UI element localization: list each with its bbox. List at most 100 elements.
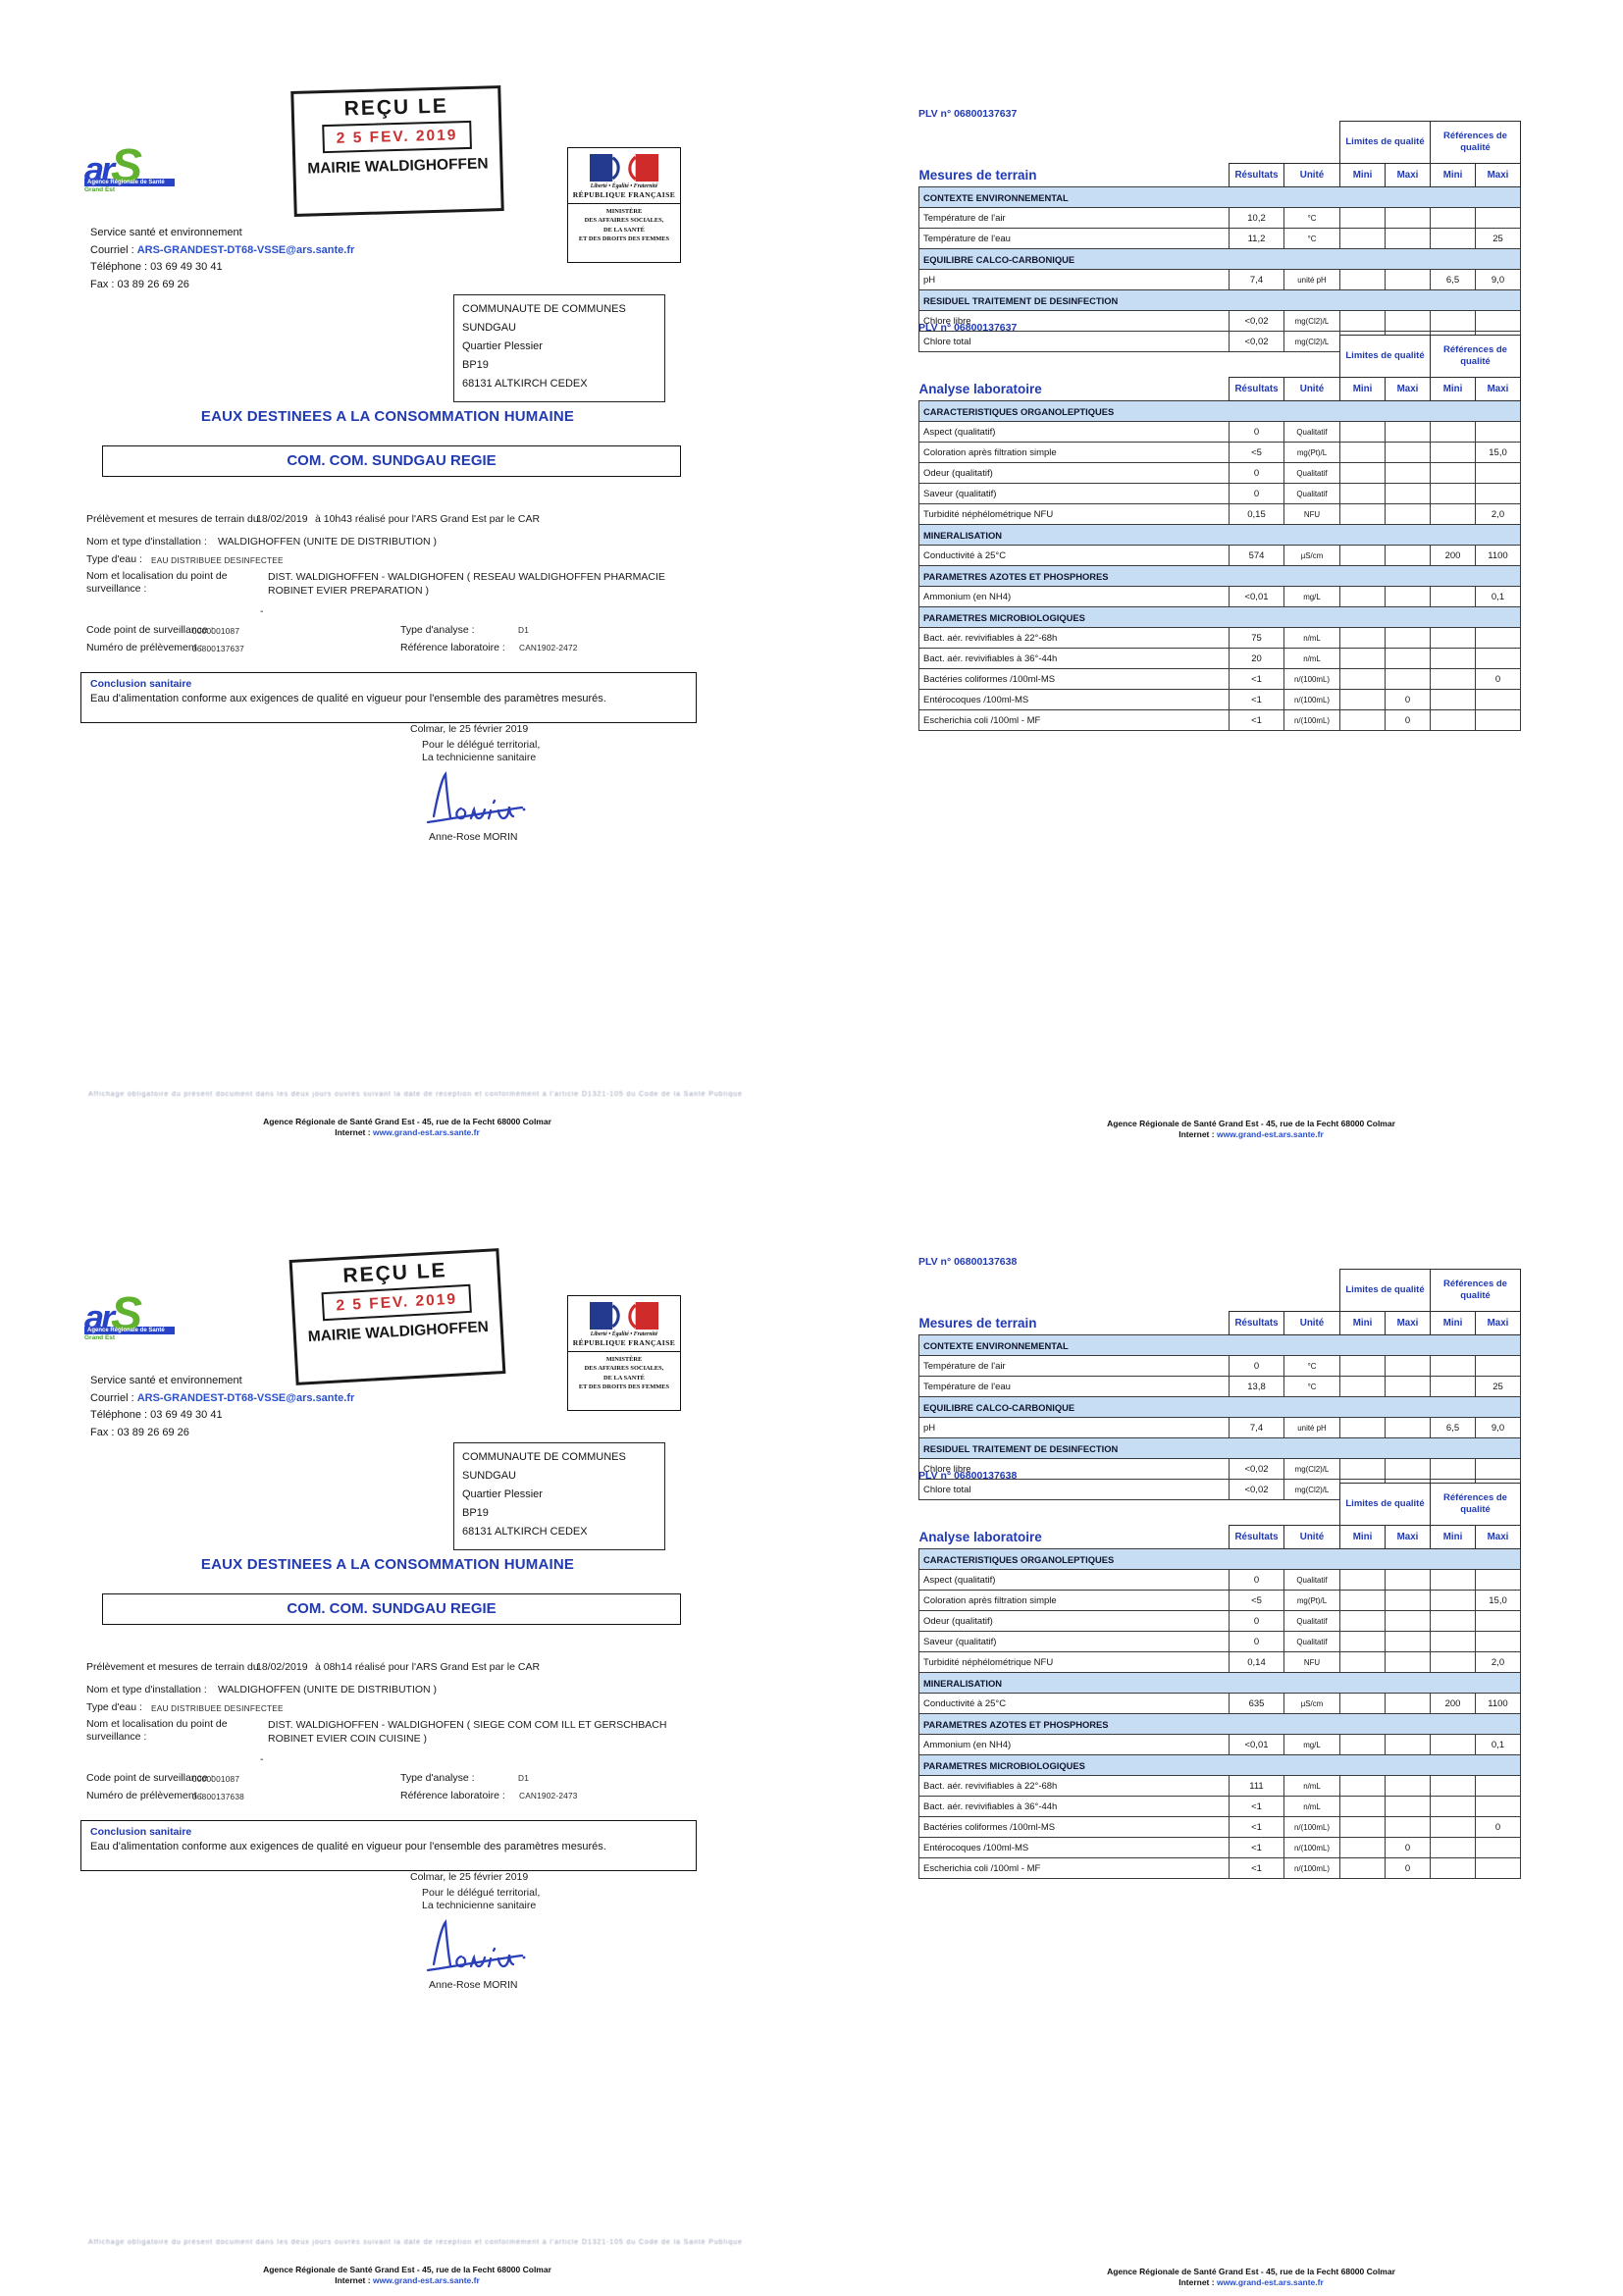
parameter-value: mg(Cl2)/L (1283, 310, 1340, 332)
header-spacer (919, 336, 1340, 378)
french-flag-marianne-icon (590, 154, 658, 182)
parameter-value (1339, 462, 1386, 484)
report-page-1: arS Agence Régionale de Santé Grand Est … (80, 85, 1521, 1139)
parameter-value: 0 (1475, 1816, 1521, 1838)
parameter-value: Qualitatif (1283, 1631, 1340, 1652)
parameter-value: n/(100mL) (1283, 1837, 1340, 1858)
parameter-value (1385, 228, 1431, 249)
contact-email-link[interactable]: ARS-GRANDEST-DT68-VSSE@ars.sante.fr (136, 1391, 355, 1404)
field-value-analysis-type: D1 (518, 1773, 530, 1783)
col-header-maxi: Maxi (1385, 1525, 1431, 1549)
parameter-value: 0 (1229, 462, 1284, 484)
parameter-value (1430, 1458, 1476, 1480)
contact-block: Service santé et environnement Courriel … (90, 225, 354, 293)
parameter-value: 75 (1229, 627, 1284, 649)
ars-logo-region: Grand Est (84, 186, 116, 193)
field-value-sampling-detail: à 08h14 réalisé pour l'ARS Grand Est par… (315, 1661, 541, 1673)
parameter-value: <0,02 (1229, 1458, 1284, 1480)
recipient-address-box: COMMUNAUTE DE COMMUNES SUNDGAU Quartier … (453, 1442, 665, 1550)
col-header-mini: Mini (1430, 1311, 1476, 1335)
parameter-value (1430, 1816, 1476, 1838)
footer-url-link[interactable]: www.grand-est.ars.sante.fr (372, 1127, 480, 1137)
parameter-value (1339, 503, 1386, 525)
parameter-value (1430, 503, 1476, 525)
footer-url-link[interactable]: www.grand-est.ars.sante.fr (1216, 1129, 1324, 1139)
stamp-date-box: 2 5 FEV. 2019 (322, 120, 472, 154)
parameter-value: Qualitatif (1283, 1610, 1340, 1632)
conclusion-body: Eau d'alimentation conforme aux exigence… (90, 693, 606, 704)
field-label-code-point: Code point de surveillance : (86, 1772, 214, 1784)
ministry-line: MINISTÈRE (605, 208, 643, 215)
parameter-value (1475, 1610, 1521, 1632)
plv-number: PLV n° 06800137638 (918, 1470, 1018, 1482)
parameter-name: Bact. aér. revivifiables à 36°-44h (918, 1796, 1230, 1817)
field-value-sampling-date: 18/02/2019 (256, 1661, 308, 1673)
header-spacer (919, 1484, 1340, 1526)
parameter-name: Chlore total (918, 1479, 1230, 1500)
footer-url-link[interactable]: www.grand-est.ars.sante.fr (372, 2275, 480, 2285)
parameter-value (1385, 648, 1431, 669)
parameter-value: Qualitatif (1283, 462, 1340, 484)
parameter-value (1385, 421, 1431, 443)
parameter-value (1430, 442, 1476, 463)
section-header-row: CONTEXTE ENVIRONNEMENTAL (918, 186, 1521, 208)
field-value-installation: WALDIGHOFFEN (UNITE DE DISTRIBUTION ) (218, 1684, 438, 1696)
ars-logo: arS Agence Régionale de Santé Grand Est (84, 143, 212, 194)
parameter-value: 15,0 (1475, 1590, 1521, 1611)
parameter-value: 11,2 (1229, 228, 1284, 249)
parameter-value: 25 (1475, 1376, 1521, 1397)
ministry-divider (568, 1351, 680, 1352)
field-label-point-2: surveillance : (86, 583, 147, 595)
parameter-value (1385, 1775, 1431, 1797)
parameter-value (1385, 1651, 1431, 1673)
field-label-code-point: Code point de surveillance : (86, 624, 214, 636)
parameter-value (1430, 1796, 1476, 1817)
parameter-value (1475, 1355, 1521, 1377)
col-header-maxi: Maxi (1475, 163, 1521, 187)
parameter-value (1475, 1569, 1521, 1591)
organization-title: COM. COM. SUNDGAU REGIE (102, 1593, 681, 1625)
recipient-line: COMMUNAUTE DE COMMUNES SUNDGAU (462, 303, 626, 334)
field-label-analysis-type: Type d'analyse : (400, 624, 475, 636)
parameter-value (1385, 1355, 1431, 1377)
field-label-point-1: Nom et localisation du point de (86, 570, 228, 582)
recipient-line: BP19 (462, 359, 489, 371)
parameter-value (1385, 668, 1431, 690)
limits-group-header: Limites de qualité (1339, 1269, 1431, 1312)
parameter-value (1339, 689, 1386, 710)
limits-group-header: Limites de qualité (1339, 335, 1431, 378)
parameter-value: 0,1 (1475, 1734, 1521, 1755)
parameter-value (1430, 668, 1476, 690)
page-footnote: Affichage obligatoire du présent documen… (88, 1091, 743, 1098)
labo-table: Limites de qualité Références de qualité… (918, 1483, 1521, 1879)
stamp-date-box: 2 5 FEV. 2019 (321, 1283, 472, 1322)
parameter-name: Saveur (qualitatif) (918, 483, 1230, 504)
footer-internet-line: Internet : www.grand-est.ars.sante.fr (93, 2275, 721, 2286)
field-label-installation: Nom et type d'installation : (86, 536, 207, 548)
parameter-value: °C (1283, 228, 1340, 249)
parameter-value (1339, 310, 1386, 332)
parameter-value (1385, 1693, 1431, 1714)
footer-url-link[interactable]: www.grand-est.ars.sante.fr (1216, 2277, 1324, 2287)
field-value-sample-number: 06800137637 (192, 644, 244, 653)
ministry-line: ET DES DROITS DES FEMMES (578, 1383, 670, 1390)
parameter-value: 0 (1229, 421, 1284, 443)
parameter-value: 0 (1385, 689, 1431, 710)
document-title: EAUX DESTINEES A LA CONSOMMATION HUMAINE (200, 408, 575, 425)
col-header-results: Résultats (1229, 163, 1284, 187)
contact-phone: Téléphone : 03 69 49 30 41 (90, 261, 223, 273)
footer-address: Agence Régionale de Santé Grand Est - 45… (263, 1117, 551, 1126)
contact-email-link[interactable]: ARS-GRANDEST-DT68-VSSE@ars.sante.fr (136, 243, 355, 256)
parameter-value: Qualitatif (1283, 1569, 1340, 1591)
ministry-line: DE LA SANTÉ (603, 226, 645, 234)
contact-service: Service santé et environnement (90, 227, 242, 238)
signature-place-date: Colmar, le 25 février 2019 (410, 1871, 529, 1883)
parameter-value (1339, 1458, 1386, 1480)
parameter-value: <1 (1229, 1816, 1284, 1838)
contact-courriel-line: Courriel : ARS-GRANDEST-DT68-VSSE@ars.sa… (90, 1390, 354, 1408)
references-group-header: Références de qualité (1430, 1483, 1521, 1526)
parameter-value: 574 (1229, 545, 1284, 566)
signatory-name: Anne-Rose MORIN (429, 831, 518, 843)
col-header-mini: Mini (1339, 163, 1386, 187)
signature-function-line2: La technicienne sanitaire (422, 751, 537, 763)
